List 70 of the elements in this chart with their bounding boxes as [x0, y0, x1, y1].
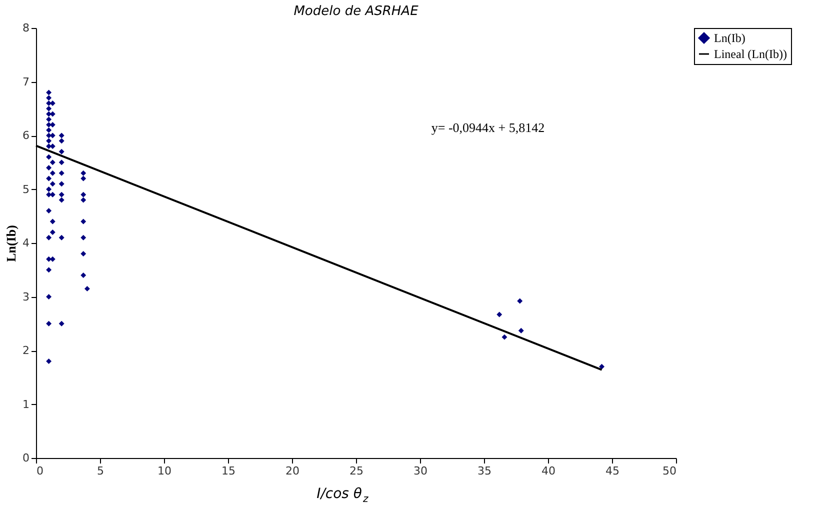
point	[517, 298, 523, 304]
point	[46, 320, 52, 326]
x-tick-label: 25	[350, 464, 364, 478]
point	[58, 138, 64, 144]
point	[80, 251, 86, 256]
y-tick-label: 6	[22, 129, 30, 142]
y-tick-label: 1	[22, 398, 30, 411]
x-tick-label: 10	[158, 464, 172, 478]
point	[84, 286, 90, 292]
point	[46, 95, 52, 101]
y-tick-label: 4	[22, 236, 30, 250]
point	[58, 181, 64, 187]
chart-title: Modelo de ASRHAE	[294, 4, 420, 19]
legend-label: Ln(Ib)	[714, 31, 746, 45]
point	[46, 106, 52, 112]
x-tick-label: 40	[542, 464, 556, 478]
point	[58, 192, 64, 198]
point	[80, 176, 86, 182]
point	[46, 154, 52, 160]
point	[58, 148, 64, 154]
legend-label: Lineal (Ln(Ib))	[714, 47, 787, 61]
point	[46, 90, 52, 96]
point	[58, 132, 64, 138]
x-tick-label: 5	[97, 464, 104, 478]
point	[46, 127, 52, 133]
point	[46, 208, 52, 214]
point	[46, 358, 52, 364]
x-tick-label: 30	[414, 464, 428, 478]
x-tick-label: 35	[478, 464, 492, 478]
point	[46, 116, 52, 122]
x-tick-label: 15	[222, 464, 236, 478]
y-tick-label: 5	[22, 182, 30, 196]
point	[58, 197, 64, 203]
x-tick-label: 50	[662, 464, 676, 478]
point	[599, 364, 604, 370]
point	[502, 334, 508, 340]
y-tick-label: 7	[22, 75, 30, 88]
y-tick-label: 2	[22, 344, 30, 357]
point	[50, 230, 56, 235]
point	[50, 170, 56, 176]
point	[50, 218, 56, 224]
point	[80, 234, 86, 240]
point	[80, 192, 86, 198]
y-tick-label: 3	[22, 290, 30, 304]
point	[50, 181, 56, 187]
point	[518, 328, 524, 334]
point	[46, 138, 52, 144]
point	[80, 218, 86, 224]
point	[58, 160, 64, 166]
point	[58, 320, 64, 326]
x-tick-label: 45	[606, 464, 620, 478]
point	[58, 234, 64, 240]
x-tick-label: 20	[286, 464, 300, 478]
point	[46, 234, 52, 240]
point	[46, 165, 52, 170]
point	[58, 170, 64, 176]
point	[80, 272, 86, 278]
point	[46, 294, 52, 300]
point	[80, 197, 86, 203]
point	[496, 312, 502, 318]
point	[46, 267, 52, 273]
x-tick-label: 0	[36, 464, 44, 478]
y-tick-label: 0	[22, 452, 30, 464]
y-axis-title: Ln(Ib)	[4, 225, 18, 262]
point	[80, 170, 86, 176]
point	[50, 160, 56, 166]
point	[46, 186, 52, 192]
point	[46, 176, 52, 182]
annotation: y= -0,0944x + 5,8142	[431, 120, 545, 135]
y-tick-label: 8	[22, 22, 30, 34]
